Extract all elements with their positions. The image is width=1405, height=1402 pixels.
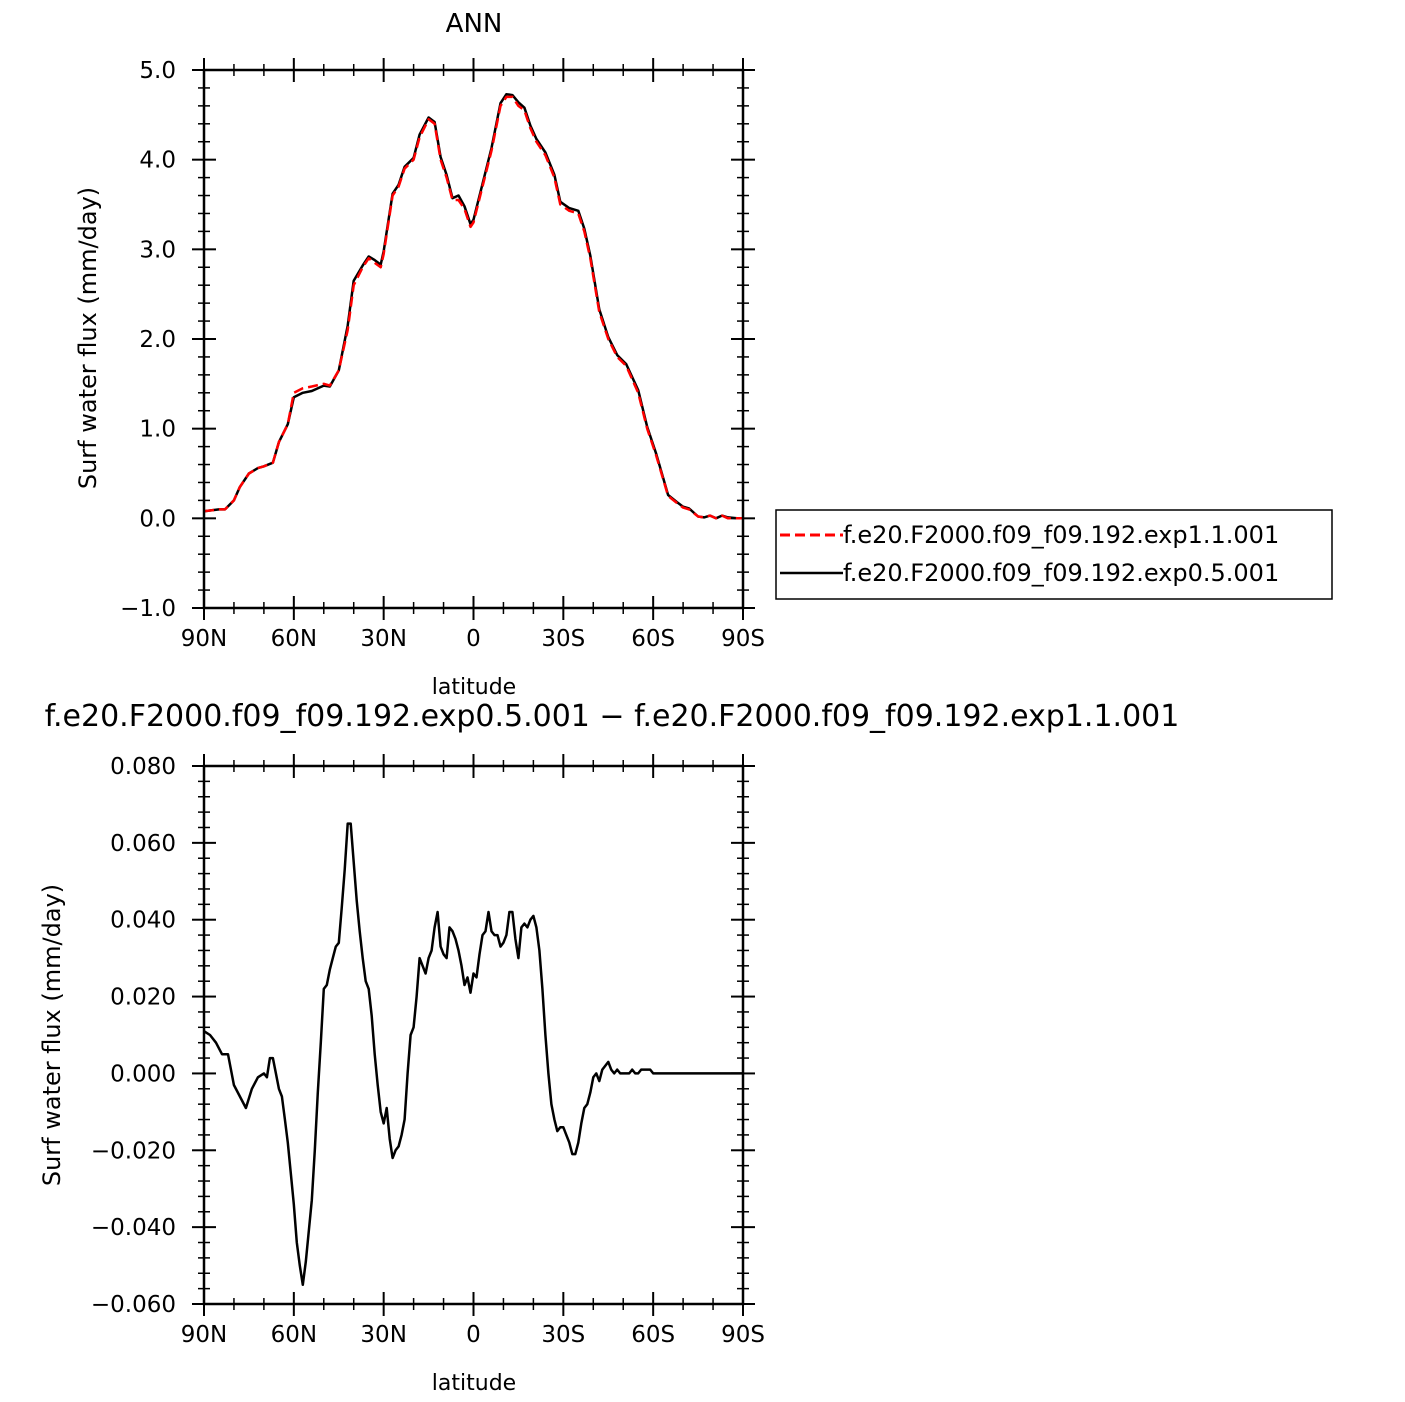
x-tick-label: 60N bbox=[271, 1322, 317, 1348]
chart-title: f.e20.F2000.f09_f09.192.exp0.5.001 − f.e… bbox=[45, 699, 1180, 734]
x-axis-label: latitude bbox=[432, 1371, 516, 1396]
y-tick-label: 4.0 bbox=[139, 148, 176, 174]
x-tick-label: 0 bbox=[466, 1322, 481, 1348]
series-line bbox=[203, 95, 743, 520]
y-tick-label: 0.080 bbox=[110, 754, 176, 780]
y-tick-label: 5.0 bbox=[139, 58, 176, 84]
legend-box bbox=[775, 509, 1333, 600]
y-tick-label: −0.020 bbox=[91, 1138, 176, 1164]
plot-frame bbox=[202, 68, 745, 610]
y-axis-label: Surf water flux (mm/day) bbox=[38, 884, 66, 1186]
series-line bbox=[203, 822, 743, 1287]
x-tick-label: 90S bbox=[721, 1322, 765, 1348]
y-tick-label: 0.060 bbox=[110, 831, 176, 857]
x-tick-label: 60N bbox=[271, 626, 317, 652]
legend: f.e20.F2000.f09_f09.192.exp1.1.001 f.e20… bbox=[775, 509, 1333, 600]
y-tick-label: −1.0 bbox=[120, 596, 176, 622]
y-tick-label: 0.0 bbox=[139, 506, 176, 532]
x-tick-label: 30S bbox=[541, 1322, 585, 1348]
x-tick-label: 30N bbox=[360, 1322, 406, 1348]
y-axis-label: Surf water flux (mm/day) bbox=[74, 187, 102, 489]
x-tick-label: 90S bbox=[721, 626, 765, 652]
y-tick-label: 0.040 bbox=[110, 908, 176, 934]
y-tick-label: 2.0 bbox=[139, 327, 176, 353]
y-tick-label: −0.040 bbox=[91, 1215, 176, 1241]
x-axis-label: latitude bbox=[432, 675, 516, 700]
chart-mean-flux: ANN Surf water flux (mm/day) latitude 90… bbox=[74, 9, 1333, 700]
y-tick-label: 3.0 bbox=[139, 237, 176, 263]
x-tick-label: 0 bbox=[466, 626, 481, 652]
x-tick-label: 90N bbox=[181, 626, 227, 652]
x-tick-label: 60S bbox=[631, 626, 675, 652]
x-tick-label: 60S bbox=[631, 1322, 675, 1348]
y-tick-label: −0.060 bbox=[91, 1292, 176, 1318]
y-tick-label: 0.020 bbox=[110, 985, 176, 1011]
y-tick-label: 1.0 bbox=[139, 417, 176, 443]
plot-frame bbox=[202, 764, 745, 1306]
x-tick-label: 90N bbox=[181, 1322, 227, 1348]
x-tick-label: 30S bbox=[541, 626, 585, 652]
legend-label: f.e20.F2000.f09_f09.192.exp0.5.001 bbox=[843, 559, 1279, 587]
series-line bbox=[203, 92, 743, 520]
y-tick-label: 0.000 bbox=[110, 1061, 176, 1087]
chart-difference: f.e20.F2000.f09_f09.192.exp0.5.001 − f.e… bbox=[38, 699, 1179, 1396]
legend-label: f.e20.F2000.f09_f09.192.exp1.1.001 bbox=[843, 521, 1279, 549]
chart-title: ANN bbox=[446, 9, 503, 39]
x-tick-label: 30N bbox=[360, 626, 406, 652]
